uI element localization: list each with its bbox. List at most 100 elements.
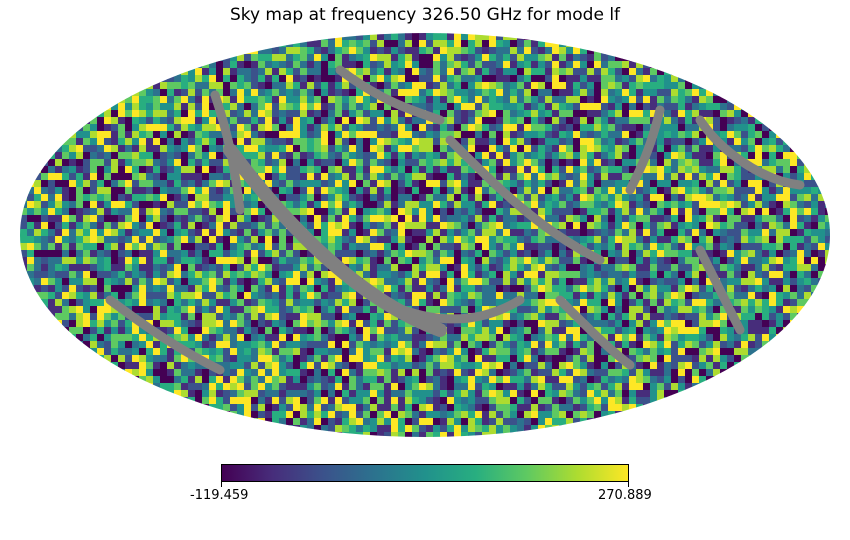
sky-pixel (566, 320, 574, 328)
sky-pixel (440, 292, 448, 300)
sky-pixel (790, 145, 798, 153)
sky-pixel (601, 82, 609, 90)
sky-pixel (293, 138, 301, 146)
sky-pixel (643, 292, 651, 300)
sky-pixel (83, 173, 91, 181)
sky-pixel (657, 222, 665, 230)
sky-pixel (97, 292, 105, 300)
sky-pixel (62, 236, 70, 244)
sky-pixel (314, 292, 322, 300)
sky-pixel (636, 355, 644, 363)
sky-pixel (566, 131, 574, 139)
sky-pixel (69, 229, 77, 237)
sky-pixel (678, 187, 686, 195)
sky-pixel (517, 138, 525, 146)
sky-pixel (69, 124, 77, 132)
sky-pixel (83, 110, 91, 118)
sky-pixel (321, 362, 329, 370)
sky-pixel (692, 313, 700, 321)
sky-pixel (636, 208, 644, 216)
sky-pixel (552, 54, 560, 62)
sky-pixel (440, 264, 448, 272)
sky-pixel (454, 103, 462, 111)
sky-pixel (279, 187, 287, 195)
sky-pixel (370, 96, 378, 104)
sky-pixel (622, 229, 630, 237)
sky-pixel (629, 271, 637, 279)
sky-pixel (783, 222, 791, 230)
sky-pixel (636, 68, 644, 76)
sky-pixel (48, 152, 56, 160)
sky-pixel (594, 180, 602, 188)
sky-pixel (447, 278, 455, 286)
sky-pixel (692, 89, 700, 97)
sky-pixel (48, 138, 56, 146)
sky-pixel (90, 229, 98, 237)
sky-pixel (265, 103, 273, 111)
sky-pixel (181, 257, 189, 265)
sky-pixel (440, 103, 448, 111)
sky-pixel (153, 208, 161, 216)
sky-pixel (811, 299, 819, 307)
sky-pixel (447, 96, 455, 104)
sky-pixel (643, 306, 651, 314)
sky-pixel (615, 159, 623, 167)
sky-pixel (636, 89, 644, 97)
sky-pixel (531, 208, 539, 216)
sky-pixel (426, 187, 434, 195)
sky-pixel (503, 215, 511, 223)
sky-pixel (797, 208, 805, 216)
sky-pixel (377, 68, 385, 76)
sky-pixel (412, 194, 420, 202)
sky-pixel (230, 208, 238, 216)
sky-pixel (125, 222, 133, 230)
sky-pixel (279, 145, 287, 153)
sky-pixel (153, 278, 161, 286)
sky-pixel (699, 369, 707, 377)
sky-pixel (230, 131, 238, 139)
sky-pixel (300, 201, 308, 209)
sky-pixel (685, 257, 693, 265)
sky-pixel (55, 264, 63, 272)
sky-pixel (111, 208, 119, 216)
sky-pixel (195, 138, 203, 146)
sky-pixel (335, 138, 343, 146)
sky-pixel (447, 215, 455, 223)
sky-pixel (510, 327, 518, 335)
sky-pixel (272, 96, 280, 104)
sky-pixel (657, 306, 665, 314)
sky-pixel (657, 299, 665, 307)
sky-pixel (524, 341, 532, 349)
sky-pixel (363, 229, 371, 237)
sky-pixel (517, 145, 525, 153)
sky-pixel (489, 166, 497, 174)
sky-pixel (237, 173, 245, 181)
sky-pixel (167, 250, 175, 258)
sky-pixel (489, 236, 497, 244)
sky-pixel (76, 166, 84, 174)
sky-pixel (797, 292, 805, 300)
sky-pixel (622, 89, 630, 97)
sky-pixel (629, 159, 637, 167)
sky-pixel (195, 159, 203, 167)
sky-pixel (433, 89, 441, 97)
sky-pixel (650, 243, 658, 251)
sky-pixel (216, 271, 224, 279)
sky-pixel (419, 334, 427, 342)
sky-pixel (538, 124, 546, 132)
sky-pixel (251, 341, 259, 349)
sky-pixel (153, 264, 161, 272)
sky-pixel (489, 222, 497, 230)
sky-pixel (153, 82, 161, 90)
sky-pixel (174, 334, 182, 342)
sky-pixel (90, 327, 98, 335)
sky-pixel (552, 299, 560, 307)
sky-pixel (111, 306, 119, 314)
sky-pixel (699, 271, 707, 279)
sky-pixel (314, 201, 322, 209)
sky-pixel (601, 264, 609, 272)
sky-pixel (762, 243, 770, 251)
sky-pixel (300, 68, 308, 76)
sky-pixel (503, 103, 511, 111)
sky-pixel (412, 292, 420, 300)
